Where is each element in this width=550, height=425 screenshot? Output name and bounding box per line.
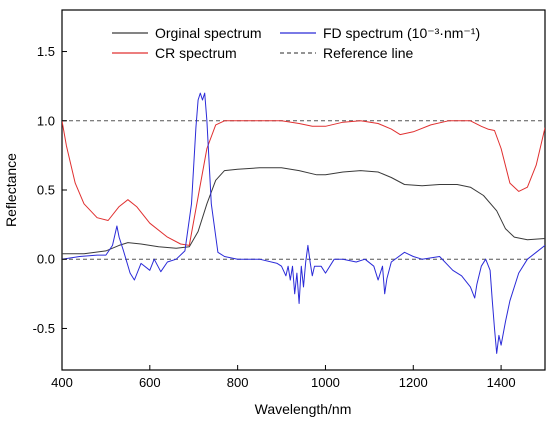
series-lines [62,92,545,354]
legend-item-fd: FD spectrum (10⁻³·nm⁻¹) [280,25,480,41]
x-axis-title: Wavelength/nm [255,401,352,417]
x-tick-label: 1200 [399,375,428,390]
y-tick-label: 0.5 [37,183,55,198]
x-tick-label: 1400 [487,375,516,390]
x-tick-label: 400 [51,375,73,390]
y-tick-label: 0.0 [37,252,55,267]
reference-lines [62,120,545,260]
series-line-0 [62,167,545,255]
legend-label-reference: Reference line [323,45,413,61]
legend-label-cr: CR spectrum [155,45,237,61]
y-tick-label: 1.0 [37,113,55,128]
y-tick-label: -0.5 [33,321,55,336]
x-axis: 400 600 800 1000 1200 1400 [51,365,516,390]
y-axis: -0.5 0.0 0.5 1.0 1.5 [33,44,67,336]
x-tick-label: 800 [227,375,249,390]
plot-frame [61,9,546,371]
legend-item-original: Orginal spectrum [112,25,262,41]
legend-label-fd: FD spectrum (10⁻³·nm⁻¹) [323,25,480,41]
legend: Orginal spectrum FD spectrum (10⁻³·nm⁻¹)… [112,25,480,61]
y-tick-label: 1.5 [37,44,55,59]
series-line-2 [62,92,545,354]
x-tick-label: 600 [139,375,161,390]
x-tick-label: 1000 [311,375,340,390]
legend-item-cr: CR spectrum [112,45,237,61]
legend-label-original: Orginal spectrum [155,25,262,41]
legend-item-reference: Reference line [280,45,413,61]
y-axis-title: Reflectance [3,153,19,227]
series-line-1 [62,120,545,246]
